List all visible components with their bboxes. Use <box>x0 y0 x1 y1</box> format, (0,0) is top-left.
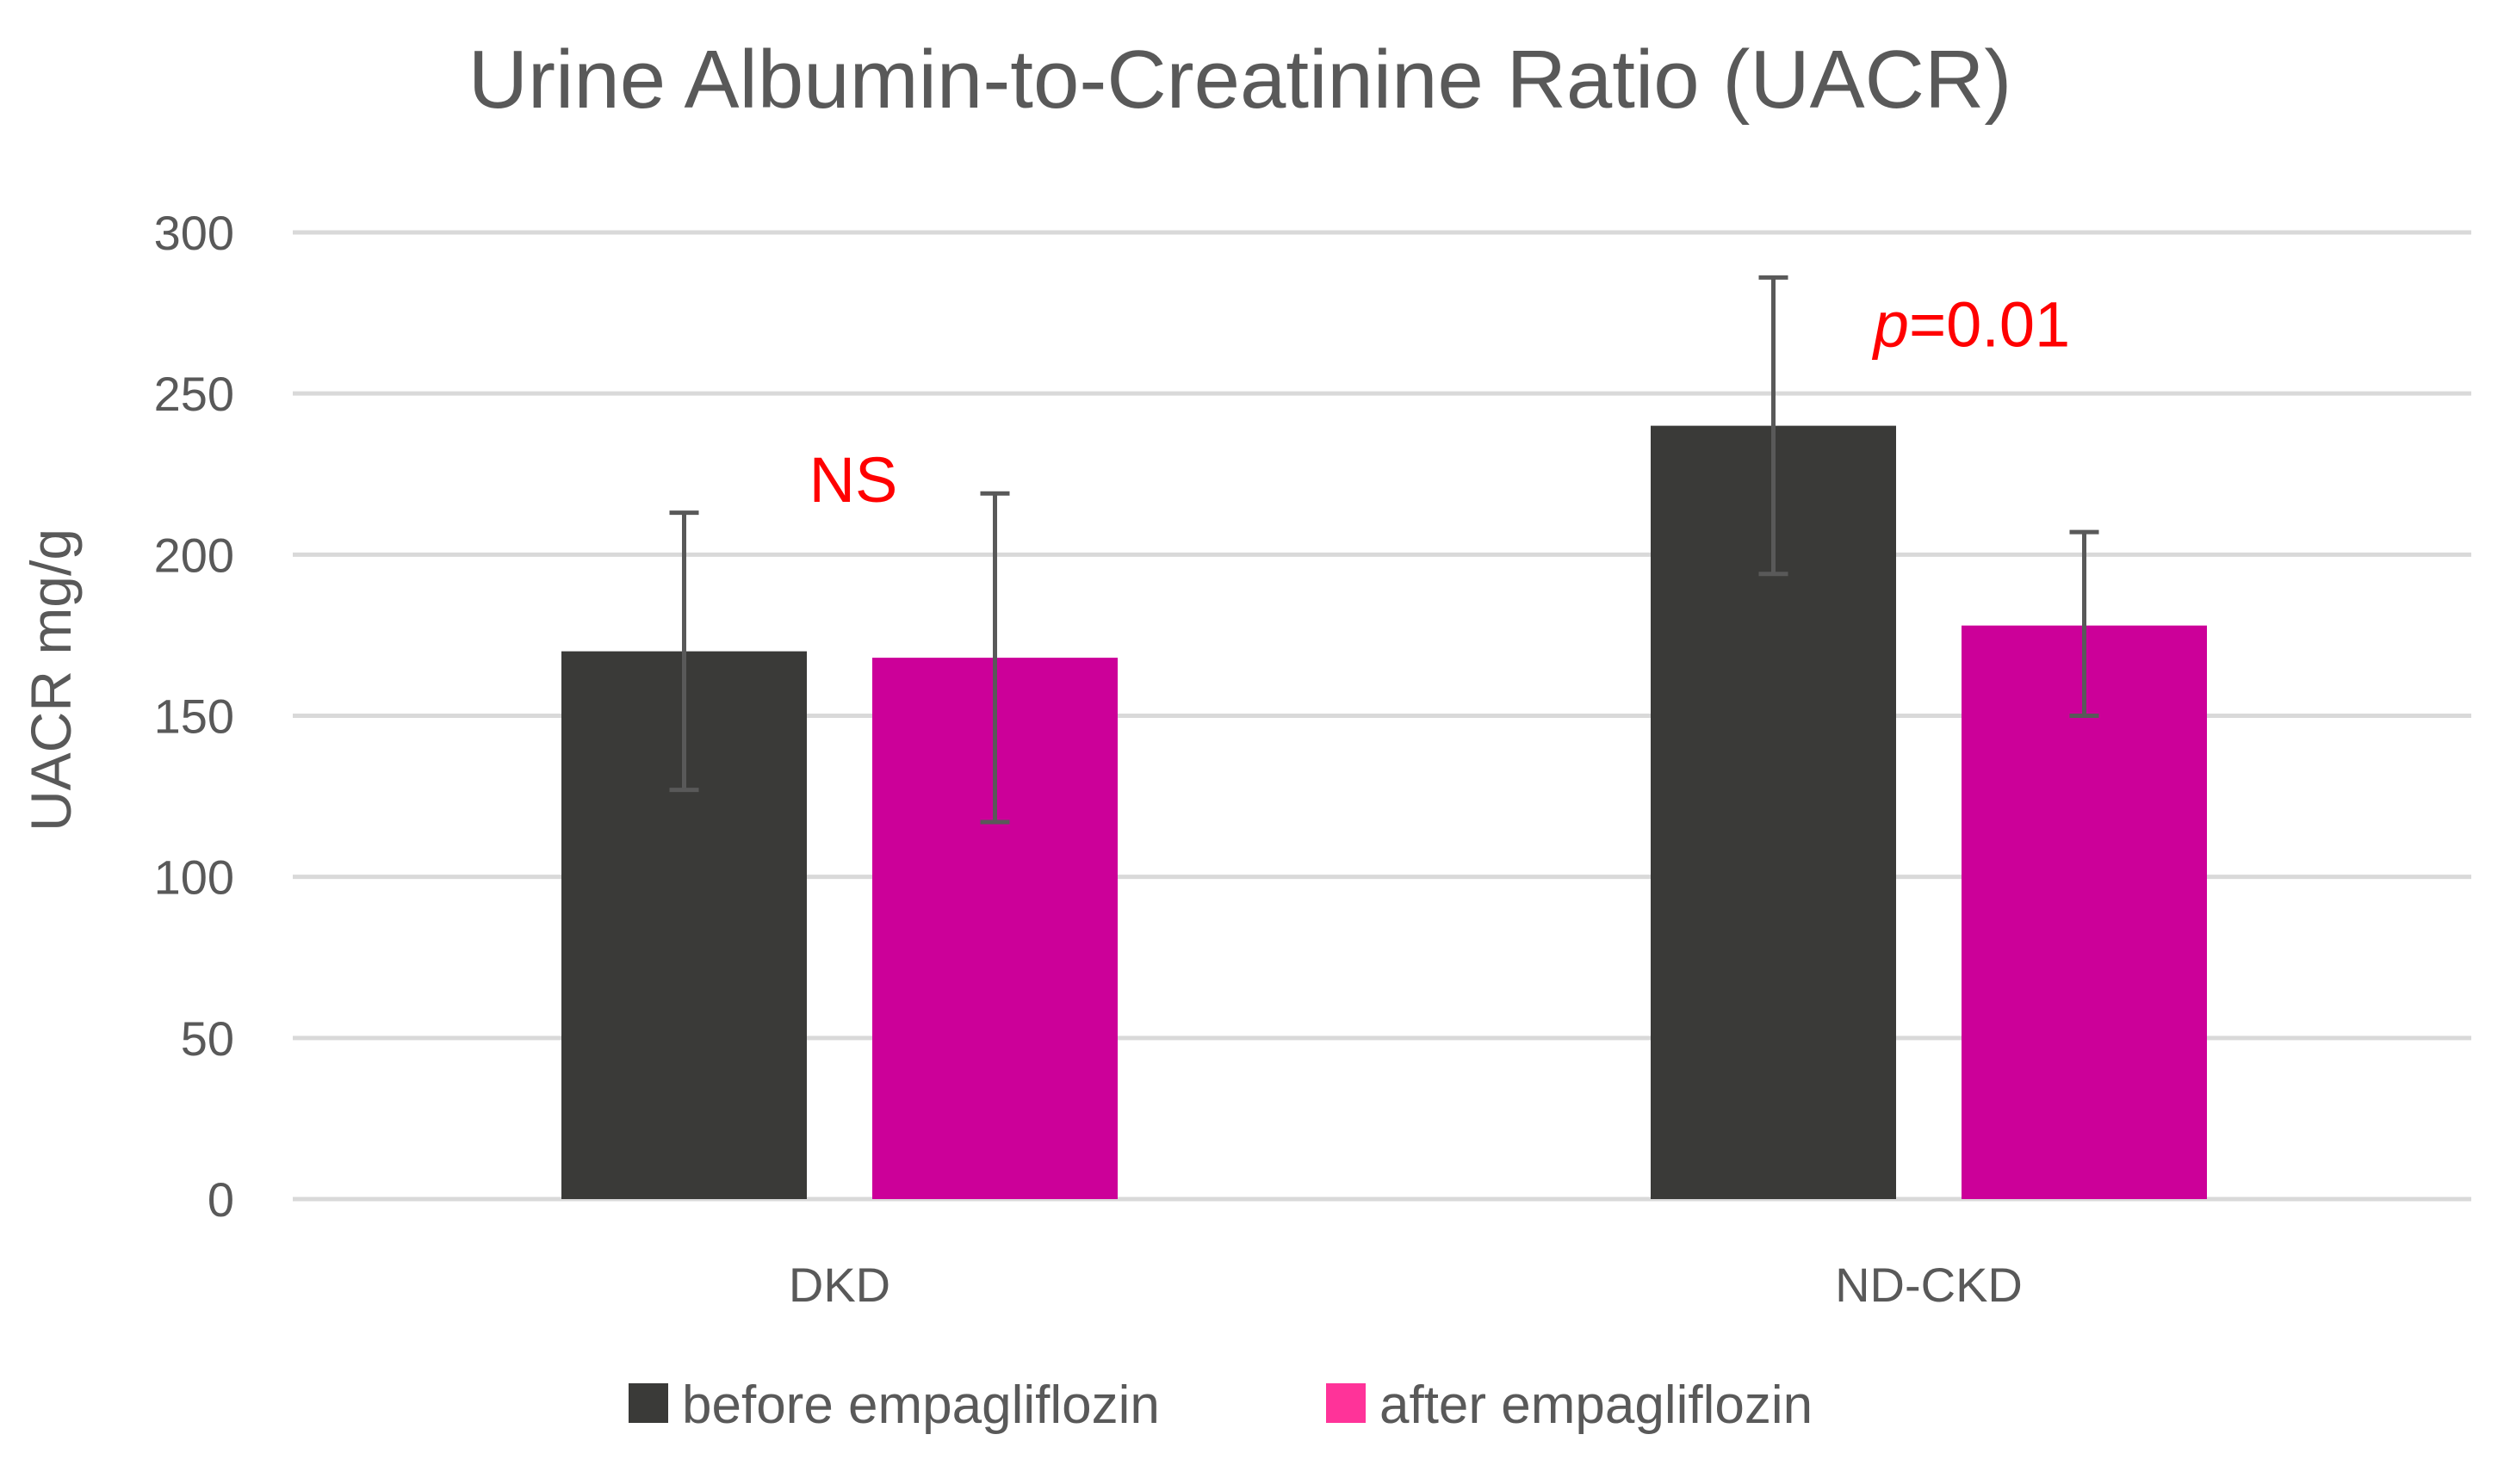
legend-label: after empagliflozin <box>1379 1376 1813 1435</box>
error-bars <box>669 275 2099 825</box>
y-tick-label-100: 100 <box>154 850 234 905</box>
annotation-dkd: NS <box>809 444 898 516</box>
bars <box>561 425 2207 1200</box>
y-tick-label-200: 200 <box>154 528 234 582</box>
legend-label: before empagliflozin <box>682 1376 1160 1435</box>
y-tick-label-300: 300 <box>154 206 234 260</box>
y-tick-label-0: 0 <box>208 1172 234 1227</box>
annotation-italic-part: p <box>1872 288 1909 360</box>
annotation-text-part: NS <box>809 444 898 516</box>
y-tick-label-150: 150 <box>154 689 234 744</box>
x-category-label-dkd: DKD <box>789 1258 890 1312</box>
legend: before empagliflozin after empagliflozin <box>629 1376 1813 1435</box>
legend-swatch <box>1326 1383 1366 1423</box>
annotation-nd-ckd: p=0.01 <box>1872 288 2070 360</box>
legend-item-2: after empagliflozin <box>1326 1376 1813 1435</box>
y-tick-label-50: 50 <box>181 1011 234 1066</box>
error-bar-dkd-series-2 <box>980 491 1010 825</box>
x-category-label-nd-ckd: ND-CKD <box>1835 1258 2023 1312</box>
significance-annotations: NS p=0.01 <box>809 288 2071 516</box>
y-axis-ticks: 0 50 100 150 200 250 300 <box>154 206 234 1227</box>
error-bar-dkd-series-1 <box>669 510 699 793</box>
error-bar-nd-ckd-series-1 <box>1758 275 1788 577</box>
error-bar-nd-ckd-series-2 <box>2069 529 2099 718</box>
chart-title: Urine Albumin-to-Creatinine Ratio (UACR) <box>468 34 2012 126</box>
x-axis-categories: DKD ND-CKD <box>789 1258 2023 1312</box>
annotation-text-part: =0.01 <box>1909 288 2070 360</box>
y-tick-label-250: 250 <box>154 367 234 421</box>
legend-swatch <box>629 1383 668 1423</box>
y-axis-title: UACR mg/g <box>19 529 83 832</box>
legend-item-1: before empagliflozin <box>629 1376 1160 1435</box>
bar-nd-ckd-series-2 <box>1962 625 2207 1199</box>
